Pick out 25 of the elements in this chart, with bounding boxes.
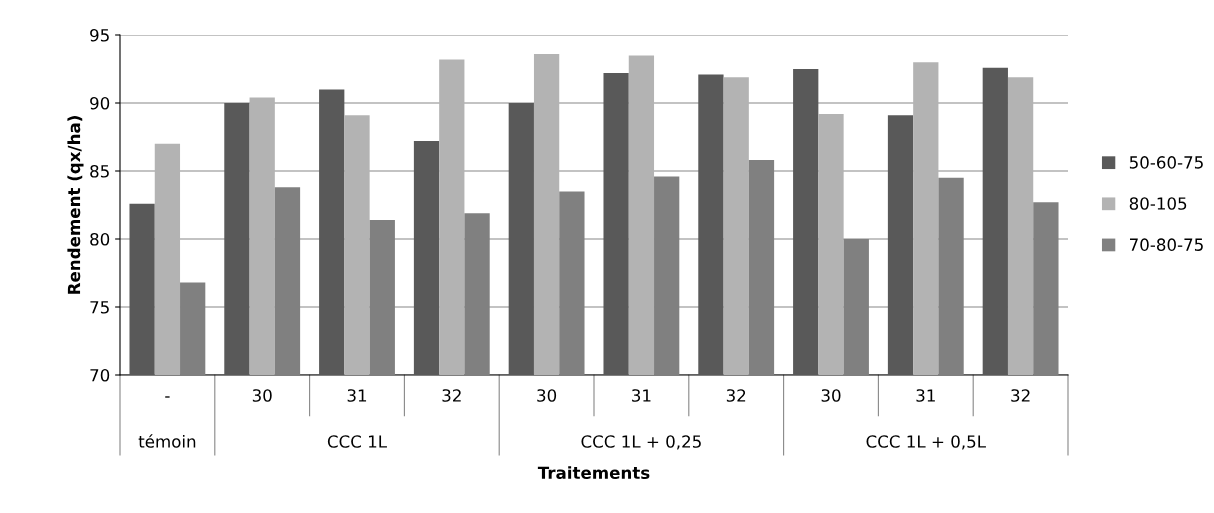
text: CCC 1L + 0,25 <box>581 435 701 450</box>
y-tick-label: 70 <box>90 368 110 382</box>
y-axis-title: Rendement (qx/ha) <box>67 116 84 294</box>
text: CCC 1L <box>327 435 387 448</box>
x-tick-label: 32 <box>726 389 746 402</box>
legend-label: 70-80-75 <box>1129 238 1203 251</box>
y-tick-label: 90 <box>90 96 110 110</box>
legend-label: 50-60-75 <box>1129 156 1203 169</box>
y-tick-label: 80 <box>90 232 110 246</box>
y-tick-label: 85 <box>90 164 109 178</box>
text: témoin <box>138 434 196 448</box>
y-tick-label: 75 <box>90 301 109 314</box>
x-axis-title: Traitements <box>537 466 650 480</box>
text: CCC 1L + 0,5L <box>866 435 986 450</box>
x-tick-label: 31 <box>347 389 367 402</box>
x-tick-label: 30 <box>537 389 557 402</box>
y-tick-label: 95 <box>90 28 109 42</box>
x-tick-label: - <box>165 396 170 398</box>
x-tick-label: 30 <box>252 389 272 402</box>
x-tick-label: 32 <box>1011 389 1030 402</box>
x-tick-label: 31 <box>916 389 935 402</box>
x-tick-label: 30 <box>821 389 841 402</box>
x-tick-label: 31 <box>632 389 651 402</box>
x-tick-label: 32 <box>442 389 461 402</box>
legend-label: 80-105 <box>1129 197 1187 210</box>
